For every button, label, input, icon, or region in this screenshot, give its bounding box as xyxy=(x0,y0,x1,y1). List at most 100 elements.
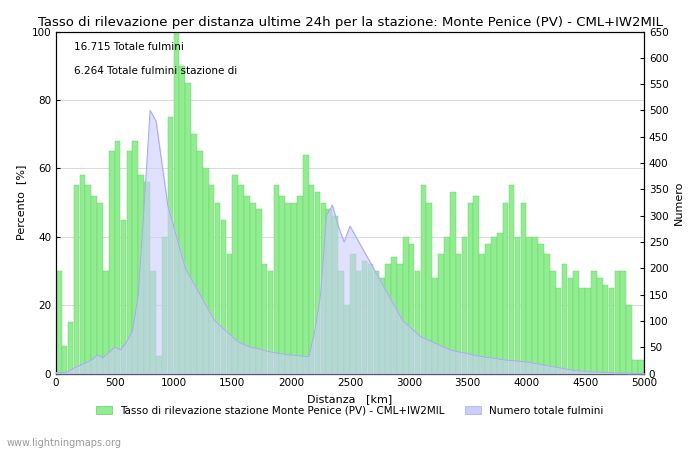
Bar xyxy=(503,202,508,374)
Bar xyxy=(397,264,402,374)
Bar xyxy=(514,237,520,374)
Bar xyxy=(385,264,391,374)
Title: Tasso di rilevazione per distanza ultime 24h per la stazione: Monte Penice (PV) : Tasso di rilevazione per distanza ultime… xyxy=(38,16,662,29)
Bar xyxy=(379,278,385,373)
Bar xyxy=(62,346,67,374)
Bar xyxy=(526,237,532,374)
Bar xyxy=(480,254,485,374)
Bar xyxy=(544,254,550,374)
Bar xyxy=(626,305,632,374)
Bar xyxy=(232,175,238,374)
Bar xyxy=(162,237,167,374)
Bar xyxy=(85,185,91,374)
Bar xyxy=(156,356,162,374)
Bar xyxy=(632,360,638,373)
Bar xyxy=(491,237,497,374)
Bar xyxy=(374,271,379,374)
Bar xyxy=(109,151,115,374)
Bar xyxy=(238,185,244,374)
Bar xyxy=(585,288,591,374)
Bar xyxy=(262,264,267,374)
Bar xyxy=(450,192,456,374)
Text: 6.264 Totale fulmini stazione di: 6.264 Totale fulmini stazione di xyxy=(74,66,237,76)
Bar xyxy=(132,141,138,373)
Bar xyxy=(462,237,468,374)
Bar xyxy=(315,192,321,374)
Bar xyxy=(297,196,302,374)
Bar xyxy=(115,141,120,373)
Bar xyxy=(350,254,356,374)
Bar xyxy=(620,271,626,374)
Bar xyxy=(197,151,203,374)
Bar xyxy=(326,209,332,374)
Bar xyxy=(573,271,579,374)
Bar xyxy=(438,254,444,374)
Bar xyxy=(220,220,226,374)
Bar xyxy=(409,243,414,374)
Bar xyxy=(174,32,179,374)
Bar xyxy=(150,271,155,374)
Bar xyxy=(468,202,473,374)
Bar xyxy=(97,202,103,374)
Bar xyxy=(186,83,191,373)
Bar xyxy=(127,151,132,374)
Bar xyxy=(291,202,297,374)
Bar xyxy=(568,278,573,373)
Bar xyxy=(203,168,209,374)
Bar xyxy=(286,202,291,374)
Bar xyxy=(609,288,615,374)
Bar xyxy=(80,175,85,374)
Bar xyxy=(309,185,314,374)
Bar xyxy=(597,278,603,373)
Text: www.lightningmaps.org: www.lightningmaps.org xyxy=(7,437,122,447)
Bar xyxy=(368,264,373,374)
Bar xyxy=(497,233,503,374)
Bar xyxy=(244,196,250,374)
Bar xyxy=(168,117,174,374)
Bar xyxy=(68,322,74,374)
Bar xyxy=(120,220,126,374)
Bar xyxy=(332,216,338,374)
Bar xyxy=(550,271,556,374)
Bar xyxy=(303,155,309,374)
Bar xyxy=(509,185,514,374)
Bar xyxy=(267,271,273,374)
Bar xyxy=(321,202,326,374)
Bar xyxy=(179,66,185,373)
Bar xyxy=(191,134,197,374)
Y-axis label: Percento  [%]: Percento [%] xyxy=(16,165,26,240)
Bar xyxy=(603,284,608,373)
Bar xyxy=(356,271,361,374)
Bar xyxy=(615,271,620,374)
Bar xyxy=(473,196,479,374)
Bar xyxy=(91,196,97,374)
Bar xyxy=(433,278,438,373)
Bar xyxy=(391,257,397,374)
Bar xyxy=(209,185,214,374)
Bar xyxy=(103,271,108,374)
Bar xyxy=(532,237,538,374)
Bar xyxy=(274,185,279,374)
Bar xyxy=(403,237,409,374)
Bar xyxy=(250,202,255,374)
Bar xyxy=(538,243,544,374)
Bar xyxy=(362,261,368,373)
Bar xyxy=(421,185,426,374)
X-axis label: Distanza   [km]: Distanza [km] xyxy=(307,394,393,404)
Bar xyxy=(485,243,491,374)
Bar xyxy=(144,182,150,374)
Text: 16.715 Totale fulmini: 16.715 Totale fulmini xyxy=(74,42,183,52)
Bar xyxy=(279,196,285,374)
Legend: Tasso di rilevazione stazione Monte Penice (PV) - CML+IW2MIL, Numero totale fulm: Tasso di rilevazione stazione Monte Peni… xyxy=(92,402,608,420)
Bar xyxy=(56,271,62,374)
Y-axis label: Numero: Numero xyxy=(674,180,684,225)
Bar xyxy=(561,264,567,374)
Bar xyxy=(638,360,644,373)
Bar xyxy=(256,209,262,374)
Bar xyxy=(426,202,432,374)
Bar xyxy=(444,237,449,374)
Bar xyxy=(215,202,220,374)
Bar xyxy=(414,271,420,374)
Bar xyxy=(74,185,79,374)
Bar xyxy=(227,254,232,374)
